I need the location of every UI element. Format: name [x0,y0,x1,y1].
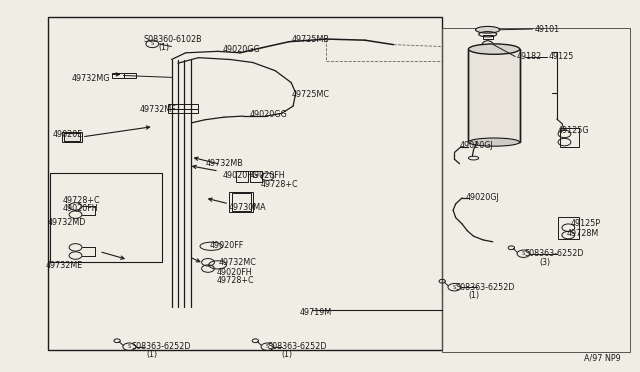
Bar [64,133,80,141]
Text: 49020E: 49020E [52,130,83,139]
Text: 49730MA: 49730MA [229,203,267,212]
Bar [558,217,579,239]
Bar [168,104,198,109]
Bar [468,49,520,142]
Text: 49182: 49182 [517,52,542,61]
Text: S: S [266,344,269,349]
Bar [229,192,253,212]
Text: 49125P: 49125P [571,219,601,228]
Text: 49725MB: 49725MB [291,35,329,44]
Bar [442,28,630,352]
Bar [48,17,442,350]
Text: 49719M: 49719M [300,308,332,317]
Text: S08363-6252D: S08363-6252D [456,283,515,292]
Bar [124,73,136,78]
Text: S08360-6102B: S08360-6102B [144,35,203,44]
Text: 49020FF: 49020FF [210,241,244,250]
Text: 49020GJ: 49020GJ [460,141,493,150]
Bar [483,35,493,39]
Bar [236,171,248,182]
Bar [50,173,162,262]
Text: (1): (1) [146,350,157,359]
Text: S08363-6252D: S08363-6252D [268,342,327,351]
Text: S08363-6252D: S08363-6252D [131,342,191,351]
Text: 49732MG: 49732MG [72,74,110,83]
Bar [560,128,579,147]
Text: 49728M: 49728M [566,229,598,238]
Text: 49732MB: 49732MB [206,159,244,168]
Text: 49020FH: 49020FH [63,204,99,213]
Ellipse shape [468,138,520,146]
Text: 49101: 49101 [534,25,559,33]
Text: 49732MD: 49732MD [48,218,86,227]
Text: 49725MC: 49725MC [291,90,329,99]
Text: A/97 NP9: A/97 NP9 [584,353,620,362]
Text: S: S [150,41,154,46]
Text: S: S [452,285,456,290]
Text: (1): (1) [159,43,170,52]
Text: 49728+C: 49728+C [63,196,100,205]
Bar [112,73,124,78]
Text: 49728+C: 49728+C [216,276,254,285]
Text: (1): (1) [282,350,292,359]
Bar [468,49,520,142]
Text: 49020FH: 49020FH [216,268,252,277]
Text: (3): (3) [539,258,550,267]
Text: 49732MF: 49732MF [140,105,176,114]
Bar [62,132,82,142]
Text: S08363-6252D: S08363-6252D [525,249,584,258]
Text: 49020FG: 49020FG [223,171,259,180]
Text: 49732ME: 49732ME [46,262,83,270]
Text: 49125G: 49125G [558,126,589,135]
Text: 49020GJ: 49020GJ [466,193,500,202]
Text: 49020FH: 49020FH [250,171,285,180]
Text: S: S [127,344,131,349]
Text: 49728+C: 49728+C [261,180,299,189]
Bar [250,171,262,182]
Text: 49020GG: 49020GG [223,45,260,54]
Text: S: S [522,251,525,256]
Ellipse shape [468,44,520,54]
Bar [232,193,251,211]
Bar [168,109,198,113]
Ellipse shape [476,26,500,33]
Text: 49732MC: 49732MC [219,258,257,267]
Text: 49020GG: 49020GG [250,110,287,119]
Text: (1): (1) [468,291,479,300]
Text: 49125: 49125 [549,52,575,61]
